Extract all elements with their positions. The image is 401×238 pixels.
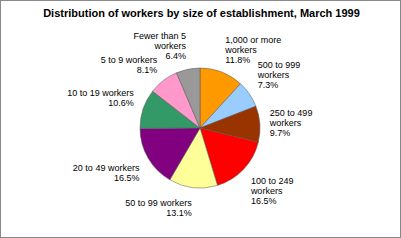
svg-text:Fewer than 5workers6.4%: Fewer than 5workers6.4%: [133, 31, 186, 61]
svg-text:20 to 49 workers16.5%: 20 to 49 workers16.5%: [73, 163, 140, 183]
svg-text:250 to 499workers9.7%: 250 to 499workers9.7%: [269, 108, 313, 138]
html-text:Distribution of workers by siz: Distribution of workers by size of estab…: [43, 7, 360, 19]
html-text:11.8%: 11.8%: [225, 54, 251, 65]
svg-text:50 to 99 workers13.1%: 50 to 99 workers13.1%: [125, 198, 192, 218]
svg-text:5 to 9 workers8.1%: 5 to 9 workers8.1%: [101, 55, 158, 75]
html-text:workers: workers: [225, 44, 257, 55]
svg-text:100 to 249workers16.5%: 100 to 249workers16.5%: [250, 176, 294, 206]
svg-text:500 to 999workers7.3%: 500 to 999workers7.3%: [257, 60, 301, 90]
html-text:1,000 or more: 1,000 or more: [225, 34, 282, 45]
svg-text:10 to 19 workers10.6%: 10 to 19 workers10.6%: [67, 88, 134, 108]
